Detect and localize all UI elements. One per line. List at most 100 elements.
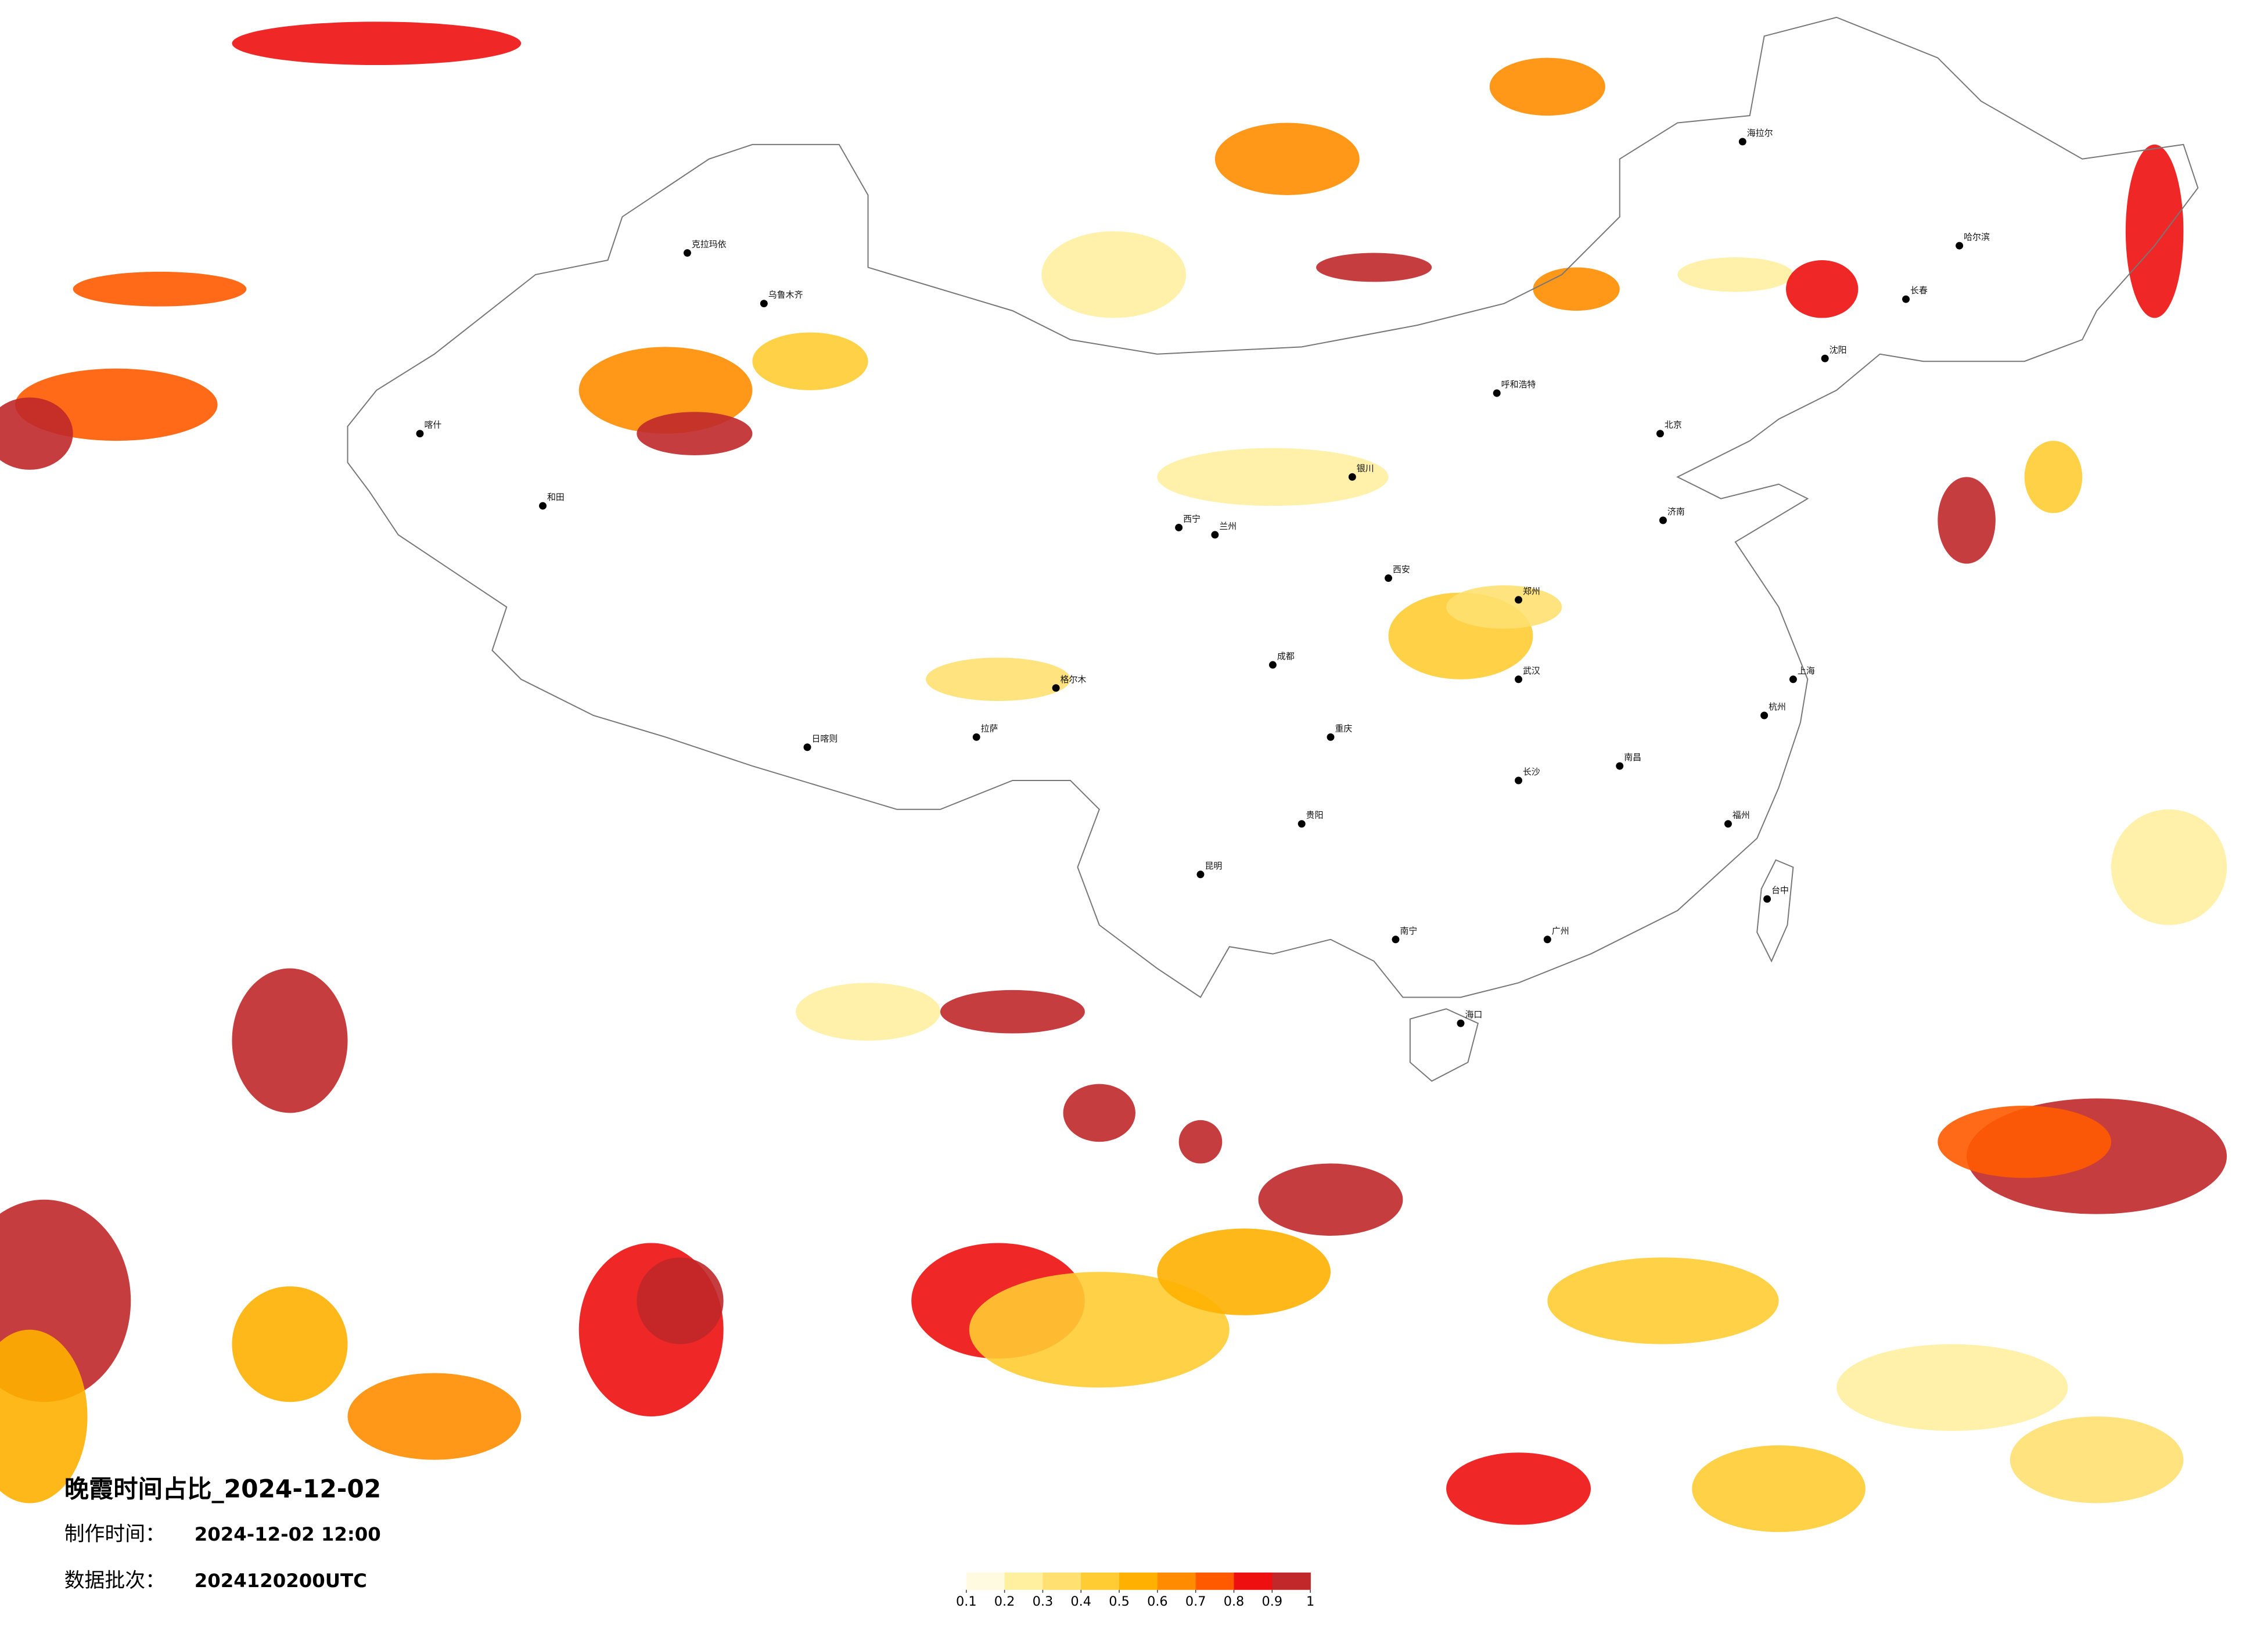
city-label: 广州 [1552, 926, 1569, 936]
city-dot [1297, 820, 1306, 828]
heat-patch [1316, 253, 1432, 282]
legend-swatch [1081, 1572, 1120, 1590]
city-dot [1789, 675, 1797, 684]
legend-tick-label: 0.7 [1185, 1594, 1206, 1609]
heat-patch [0, 397, 73, 470]
city-label: 贵阳 [1306, 810, 1324, 821]
city-label: 呼和浩特 [1501, 379, 1536, 390]
heat-patch [1533, 267, 1620, 311]
heat-patch [347, 1373, 522, 1460]
hainan-outline [1409, 1008, 1479, 1082]
batch-value: 2024120200UTC [195, 1570, 367, 1592]
heat-patch [1692, 1445, 1866, 1533]
city-dot [1515, 776, 1523, 785]
legend-tick-label: 0.4 [1070, 1594, 1091, 1609]
city-dot [683, 249, 691, 257]
city-dot [1902, 295, 1910, 303]
heat-layer [0, 21, 2227, 1533]
heat-patch [796, 983, 940, 1041]
heat-patch [2010, 1416, 2184, 1503]
heat-patch [2024, 441, 2083, 513]
city-dot [1175, 523, 1183, 531]
legend-tick-label: 0.1 [956, 1594, 977, 1609]
city-label: 长春 [1910, 285, 1928, 296]
heat-patch [1938, 1106, 2111, 1178]
legend-tick-label: 1 [1306, 1594, 1314, 1609]
city-dot [1211, 531, 1219, 539]
legend-tick-label: 0.3 [1033, 1594, 1054, 1609]
heat-patch [1041, 231, 1187, 318]
city-dot [760, 300, 768, 308]
heat-patch [1677, 257, 1793, 292]
city-label: 克拉玛依 [692, 239, 727, 250]
city-dot [1821, 354, 1829, 362]
legend-tick-label: 0.2 [994, 1594, 1015, 1609]
city-dot [1659, 516, 1667, 524]
city-dot [1348, 473, 1356, 481]
legend-swatch [1272, 1572, 1311, 1590]
city-label: 北京 [1665, 420, 1682, 430]
city-dot [1515, 596, 1523, 604]
city-label: 武汉 [1523, 665, 1540, 676]
city-label: 台中 [1771, 885, 1789, 895]
city-label: 长沙 [1523, 767, 1540, 777]
legend: 0.1 0.2 0.3 0.4 0.5 0.6 0.7 0.8 0.9 1 [956, 1572, 1314, 1609]
heat-patch [232, 21, 522, 66]
city-dot [1616, 762, 1624, 770]
heat-patch [1547, 1257, 1779, 1344]
heat-patch [578, 347, 753, 434]
city-dot [1392, 936, 1400, 944]
city-dot [416, 430, 424, 438]
heat-patch [1214, 123, 1360, 195]
city-label: 重庆 [1335, 723, 1352, 733]
city-label: 西安 [1393, 564, 1410, 575]
city-label: 格尔木 [1061, 674, 1087, 685]
city-label: 成都 [1277, 651, 1295, 661]
legend-tick-label: 0.9 [1262, 1594, 1283, 1609]
heat-patch [2125, 144, 2184, 318]
map-title: 晚霞时间占比_2024-12-02 [64, 1474, 381, 1503]
city-dot [1385, 574, 1393, 582]
city-dot [1196, 870, 1205, 879]
city-dot [1457, 1019, 1465, 1027]
city-label: 郑州 [1523, 586, 1540, 596]
city-dot [1738, 138, 1746, 146]
legend-swatch [1157, 1572, 1196, 1590]
city-dot [1724, 820, 1732, 828]
city-label: 福州 [1733, 810, 1750, 821]
heat-patch [926, 657, 1070, 702]
city-dot [1327, 733, 1335, 741]
heat-patch [940, 990, 1085, 1034]
city-dot [1052, 684, 1060, 692]
legend-swatch [966, 1572, 1005, 1590]
city-label: 兰州 [1219, 521, 1237, 531]
heat-patch [0, 1329, 88, 1503]
heat-patch [1489, 57, 1605, 116]
heat-patch [1836, 1344, 2068, 1431]
city-dot [1515, 675, 1523, 684]
heat-patch [637, 1257, 724, 1344]
heat-patch [1157, 448, 1389, 506]
legend-swatch [1004, 1572, 1044, 1590]
city-label: 海拉尔 [1747, 128, 1773, 138]
city-dot [1493, 389, 1501, 397]
heat-patch [1063, 1084, 1135, 1142]
heat-patch [73, 271, 247, 307]
city-label: 南昌 [1624, 752, 1641, 762]
legend-tick-label: 0.8 [1224, 1594, 1245, 1609]
city-label: 南宁 [1400, 926, 1417, 936]
city-label: 拉萨 [981, 723, 998, 733]
city-label: 喀什 [424, 420, 441, 430]
made-label: 制作时间： [64, 1523, 166, 1546]
legend-swatch [1119, 1572, 1158, 1590]
legend-tick-label: 0.6 [1147, 1594, 1168, 1609]
heat-patch [969, 1272, 1230, 1388]
city-dot [539, 502, 547, 510]
heat-patch [1178, 1120, 1223, 1164]
city-label: 昆明 [1205, 861, 1222, 871]
city-label: 西宁 [1183, 513, 1201, 524]
city-dot [803, 743, 811, 751]
